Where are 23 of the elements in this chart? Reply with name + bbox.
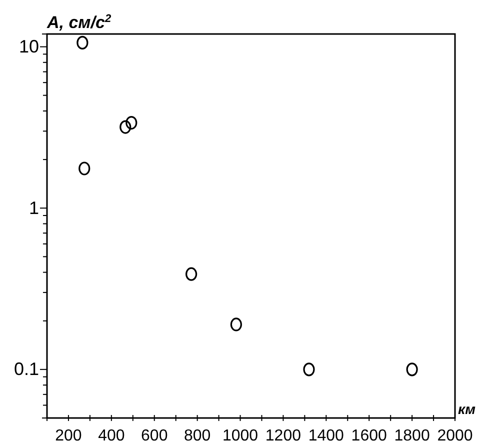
x-axis-title: км [458,401,476,417]
point [230,318,242,332]
point [76,36,88,50]
y-axis-title: A, см/с$^{2}$ [46,13,112,32]
y-tick-label: 0.1 [14,359,39,380]
x-tick-label: 400 [98,427,125,444]
point [120,120,132,134]
x-tick-label: 1200 [265,427,302,444]
point [303,362,315,376]
x-tick-label: 2000 [437,427,473,444]
x-tick-label: 800 [184,427,211,444]
x-tick-label: 1400 [308,427,344,444]
y-tick-label: 1 [28,198,39,218]
x-tick-label: 200 [55,427,82,444]
point [126,116,138,130]
x-tick-label: 600 [141,427,168,444]
point [406,362,418,376]
x-tick-label: 1000 [222,427,258,444]
point [78,162,90,176]
x-tick-label: 1800 [394,427,430,444]
x-tick-label: 1600 [351,427,388,444]
y-tick-label: 10 [18,36,39,57]
point [186,267,198,281]
